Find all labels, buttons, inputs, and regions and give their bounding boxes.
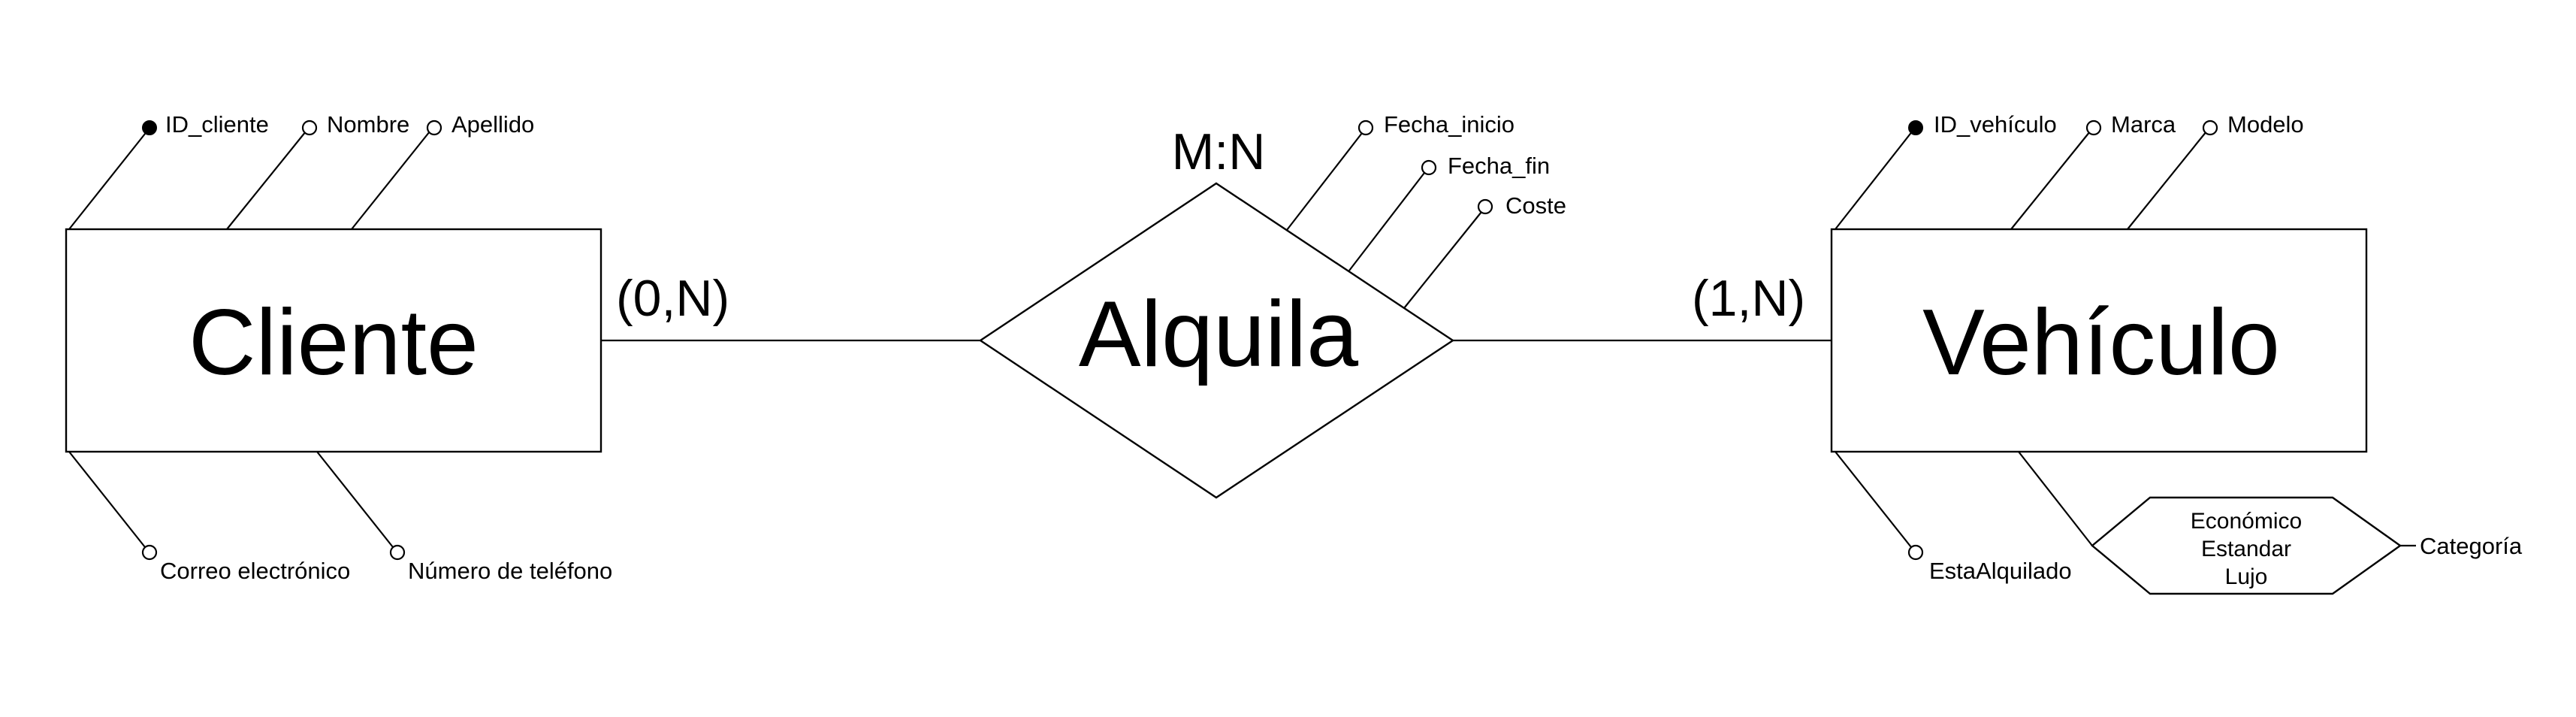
attribute-marker: [1421, 159, 1437, 176]
attribute-marker: [141, 544, 158, 561]
domain-value: Estandar: [2201, 537, 2291, 561]
attribute-marker: [2085, 120, 2102, 136]
attribute-marker: [2202, 120, 2218, 136]
entity-cliente-label: Cliente: [189, 291, 479, 395]
attr-apellido: Apellido: [351, 111, 534, 230]
attr-fecha-fin: Fecha_fin: [1348, 153, 1550, 271]
attr-nombre: Nombre: [226, 111, 409, 230]
entity-cliente: Cliente: [65, 228, 602, 453]
attr-categoria-label: Categoría: [2420, 533, 2523, 559]
relationship-alquila: Alquila M:N: [978, 123, 1455, 499]
attr-correo: Correo electrónico: [68, 451, 350, 584]
attribute-marker: [1357, 120, 1374, 136]
attr-nombre-label: Nombre: [327, 111, 409, 138]
attribute-marker: [1907, 544, 1924, 561]
attribute-marker: [1477, 198, 1493, 215]
attr-categoria: Económico Estandar Lujo Categoría: [2018, 451, 2523, 595]
attr-marca: Marca: [2010, 111, 2176, 230]
attr-fecha-fin-label: Fecha_fin: [1448, 153, 1550, 179]
cardinality-cliente: (0,N): [616, 270, 729, 327]
relationship-label: Alquila: [1079, 283, 1358, 386]
attr-id-vehiculo-label: ID_vehículo: [1934, 111, 2057, 138]
attr-telefono: Número de teléfono: [316, 451, 612, 584]
attr-id-cliente-label: ID_cliente: [165, 111, 269, 138]
attribute-marker: [389, 544, 406, 561]
attr-modelo: Modelo: [2127, 111, 2304, 230]
entity-vehiculo-box: [1830, 228, 2368, 453]
attr-fecha-inicio: Fecha_inicio: [1286, 111, 1514, 231]
entity-vehiculo-label: Vehículo: [1922, 291, 2280, 395]
domain-value: Económico: [2191, 509, 2302, 534]
relationship-type: M:N: [1172, 123, 1266, 180]
entity-cliente-box: [65, 228, 602, 453]
entity-vehiculo: Vehículo: [1830, 228, 2368, 453]
attr-modelo-label: Modelo: [2227, 111, 2304, 138]
attr-coste: Coste: [1403, 192, 1566, 309]
attr-id-cliente: ID_cliente: [68, 111, 269, 230]
relationship-diamond: [978, 182, 1455, 499]
attr-correo-label: Correo electrónico: [160, 558, 350, 584]
attribute-marker: [301, 120, 318, 136]
attr-esta-alquilado: EstaAlquilado: [1835, 451, 2072, 584]
cardinality-vehiculo: (1,N): [1692, 270, 1805, 327]
key-attribute-marker: [142, 120, 157, 135]
attribute-marker: [426, 120, 442, 136]
key-attribute-marker: [1908, 120, 1923, 135]
attr-fecha-inicio-label: Fecha_inicio: [1384, 111, 1514, 138]
attr-coste-label: Coste: [1505, 192, 1566, 219]
attr-id-vehiculo: ID_vehículo: [1835, 111, 2057, 230]
attr-marca-label: Marca: [2111, 111, 2176, 138]
attr-apellido-label: Apellido: [451, 111, 534, 138]
attr-esta-alquilado-label: EstaAlquilado: [1929, 558, 2072, 584]
attr-telefono-label: Número de teléfono: [408, 558, 612, 584]
domain-value: Lujo: [2225, 564, 2268, 589]
